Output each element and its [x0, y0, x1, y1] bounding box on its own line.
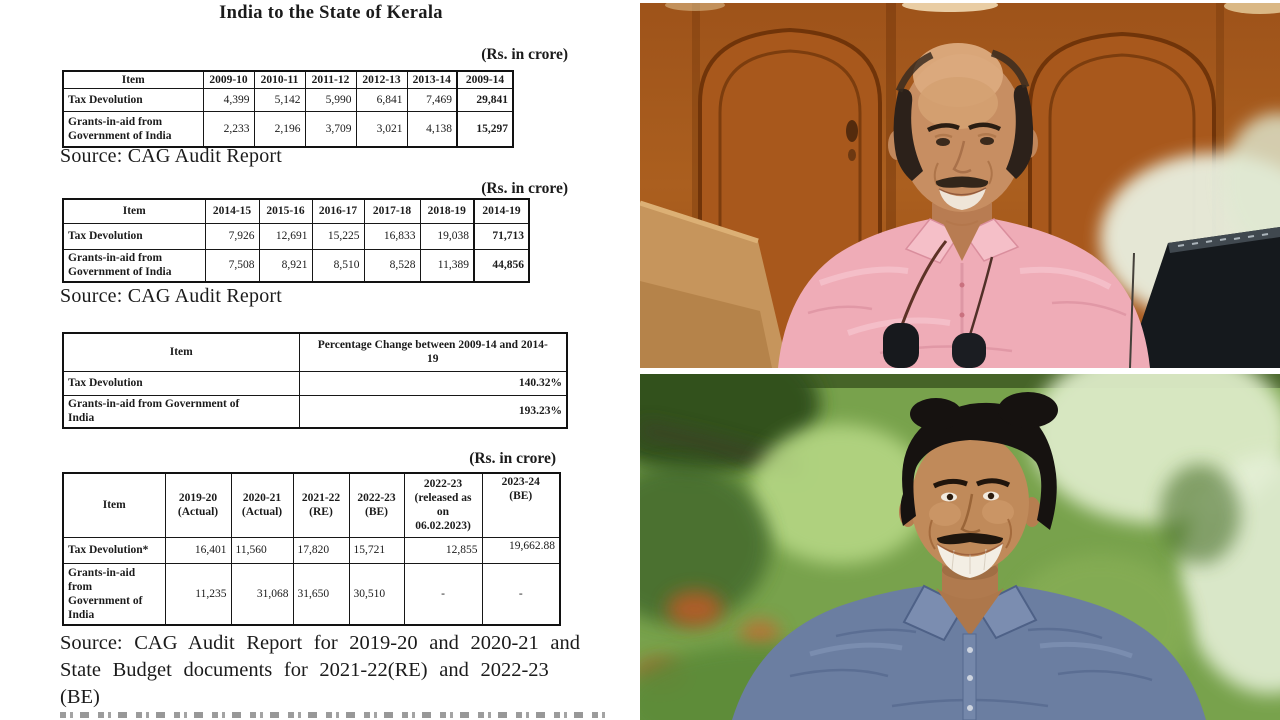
- cell-value: 4,399: [202, 88, 255, 113]
- source-note: Source: CAG Audit Report: [60, 145, 283, 167]
- col-header: 2011-12: [304, 70, 357, 90]
- cell-value: 4,138: [406, 111, 458, 148]
- cell-value: 44,856: [473, 248, 530, 283]
- row-label: Grants-in-aid from Government of India: [62, 394, 300, 429]
- cell-value: 8,921: [258, 248, 313, 283]
- cell-value: 7,926: [204, 222, 260, 250]
- table-recent-years: Item 2019-20 (Actual) 2020-21 (Actual) 2…: [62, 472, 561, 626]
- cell-value: 11,235: [164, 562, 232, 626]
- col-header: 2018-19: [419, 198, 475, 224]
- table-percentage-change: Item Percentage Change between 2009-14 a…: [62, 332, 568, 429]
- row-label: Grants-in-aid from Government of India: [62, 248, 206, 283]
- cell-value: 30,510: [348, 562, 405, 626]
- col-header: 2014-15: [204, 198, 260, 224]
- col-header: 2021-22 (RE): [292, 472, 350, 538]
- assembly-photo-illustration: [640, 3, 1280, 368]
- col-header: 2009-10: [202, 70, 255, 90]
- photo-assembly-speech: [640, 3, 1280, 368]
- row-label: Grants-in-aid from Government of India: [62, 111, 204, 148]
- unit-label: (Rs. in crore): [481, 180, 568, 197]
- outdoor-photo-illustration: [640, 374, 1280, 720]
- cell-value: 15,225: [311, 222, 365, 250]
- col-header: 2017-18: [363, 198, 421, 224]
- col-header: 2009-14: [456, 70, 514, 90]
- cell-value: 2,233: [202, 111, 255, 148]
- cell-value: 19,038: [419, 222, 475, 250]
- monitor: [1126, 227, 1280, 368]
- cell-value: 17,820: [292, 536, 350, 564]
- col-header: Item: [62, 332, 300, 372]
- cell-value: 71,713: [473, 222, 530, 250]
- table-transfers-2009-14: Item 2009-10 2010-11 2011-12 2012-13 201…: [62, 70, 514, 148]
- col-header: 2022-23 (BE): [348, 472, 405, 538]
- microphones: [883, 240, 1135, 368]
- clipped-text-line: [60, 712, 605, 718]
- photo-outdoor-portrait: [640, 374, 1280, 720]
- col-header: Item: [62, 472, 166, 538]
- cell-value: 3,709: [304, 111, 357, 148]
- cell-value: 8,510: [311, 248, 365, 283]
- col-header: 2012-13: [355, 70, 408, 90]
- cell-value: 3,021: [355, 111, 408, 148]
- cell-value: 8,528: [363, 248, 421, 283]
- cell-value: 29,841: [456, 88, 514, 113]
- col-header: 2019-20 (Actual): [164, 472, 232, 538]
- cell-value: -: [481, 562, 561, 626]
- cell-value: 12,691: [258, 222, 313, 250]
- speaker-figure: [778, 43, 1150, 368]
- cell-value: 31,650: [292, 562, 350, 626]
- row-label: Tax Devolution: [62, 370, 300, 396]
- cell-value: 19,662.88: [481, 536, 561, 564]
- col-header: 2016-17: [311, 198, 365, 224]
- col-header: Item: [62, 198, 206, 224]
- unit-label: (Rs. in crore): [469, 450, 556, 467]
- col-header: 2014-19: [473, 198, 530, 224]
- table-transfers-2014-19: Item 2014-15 2015-16 2016-17 2017-18 201…: [62, 198, 530, 283]
- cell-value: 5,142: [253, 88, 306, 113]
- col-header: 2020-21 (Actual): [230, 472, 294, 538]
- col-header: Item: [62, 70, 204, 90]
- cell-value: 15,721: [348, 536, 405, 564]
- cell-value: 15,297: [456, 111, 514, 148]
- col-header: 2013-14: [406, 70, 458, 90]
- row-label: Tax Devolution*: [62, 536, 166, 564]
- col-header: 2022-23 (released as on 06.02.2023): [403, 472, 483, 538]
- cell-value: 6,841: [355, 88, 408, 113]
- page-title: India to the State of Kerala: [219, 3, 443, 23]
- cell-value: 7,469: [406, 88, 458, 113]
- cell-value: -: [403, 562, 483, 626]
- footer-source-note: Source: CAG Audit Report for 2019-20 and…: [60, 632, 581, 709]
- cell-value: 7,508: [204, 248, 260, 283]
- document-column: India to the State of Kerala (Rs. in cro…: [57, 0, 617, 720]
- cell-value: 2,196: [253, 111, 306, 148]
- cell-value: 12,855: [403, 536, 483, 564]
- cell-value: 11,560: [230, 536, 294, 564]
- unit-label: (Rs. in crore): [481, 46, 568, 63]
- row-label: Tax Devolution: [62, 222, 206, 250]
- cell-value: 16,401: [164, 536, 232, 564]
- col-header: Percentage Change between 2009-14 and 20…: [298, 332, 568, 372]
- col-header: 2010-11: [253, 70, 306, 90]
- col-header: 2015-16: [258, 198, 313, 224]
- row-label: Grants-in-aid from Government of India: [62, 562, 166, 626]
- cell-value: 11,389: [419, 248, 475, 283]
- politician-figure: [732, 392, 1206, 720]
- col-header: 2023-24 (BE): [481, 472, 561, 538]
- source-note: Source: CAG Audit Report: [60, 285, 283, 307]
- cell-value: 140.32%: [298, 370, 568, 396]
- cell-value: 5,990: [304, 88, 357, 113]
- cell-value: 16,833: [363, 222, 421, 250]
- row-label: Tax Devolution: [62, 88, 204, 113]
- cell-value: 31,068: [230, 562, 294, 626]
- cell-value: 193.23%: [298, 394, 568, 429]
